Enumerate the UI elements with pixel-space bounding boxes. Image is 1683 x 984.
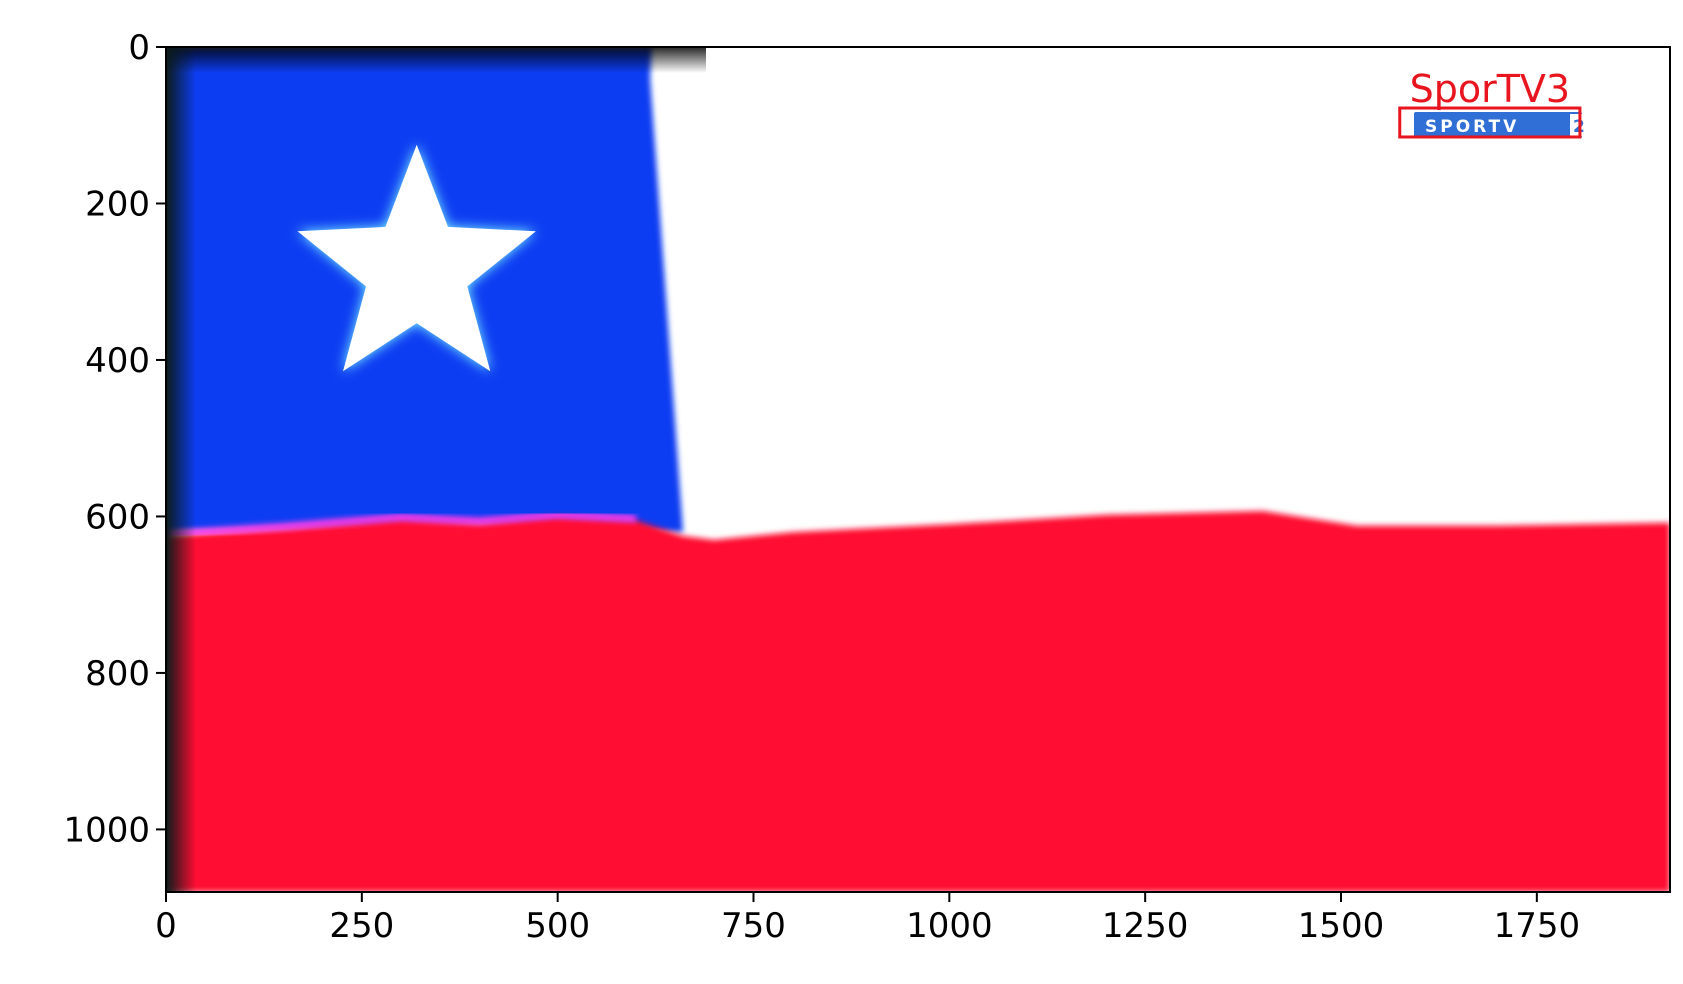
x-tick-label: 0 [155, 906, 177, 946]
x-tick-label: 1250 [1102, 906, 1189, 946]
y-tick-label: 0 [128, 28, 150, 68]
x-tick-label: 1000 [906, 906, 993, 946]
detection-label: SporTV3 [1410, 67, 1571, 111]
x-tick-label: 1750 [1494, 906, 1581, 946]
flag-image: SPORTV 2 [166, 47, 1670, 892]
y-tick-label: 800 [85, 654, 150, 694]
left-dark-edge [166, 47, 196, 892]
axes-frame [165, 46, 1671, 893]
detection-annotation: SporTV3 [1398, 67, 1582, 139]
y-tick-label: 1000 [63, 810, 150, 850]
detection-box [1398, 106, 1582, 139]
x-axis: 0 250 500 750 1000 1250 1500 1750 [155, 892, 1580, 946]
y-axis: 0 200 400 600 800 1000 [63, 28, 166, 850]
y-tick-label: 600 [85, 497, 150, 537]
x-tick-label: 500 [525, 906, 590, 946]
y-tick-label: 400 [85, 341, 150, 381]
flag-stripe-edge [166, 511, 637, 538]
flag-red-stripe [166, 511, 1670, 892]
top-dark-edge [166, 47, 706, 73]
sportv-logo: SPORTV 2 [1414, 112, 1588, 138]
y-tick-label: 200 [85, 184, 150, 224]
x-tick-label: 750 [721, 906, 786, 946]
sportv-logo-background [1414, 112, 1582, 138]
x-tick-label: 250 [329, 906, 394, 946]
x-tick-label: 1500 [1298, 906, 1385, 946]
sportv-logo-text: SPORTV [1425, 117, 1519, 137]
flag-star [297, 144, 536, 372]
